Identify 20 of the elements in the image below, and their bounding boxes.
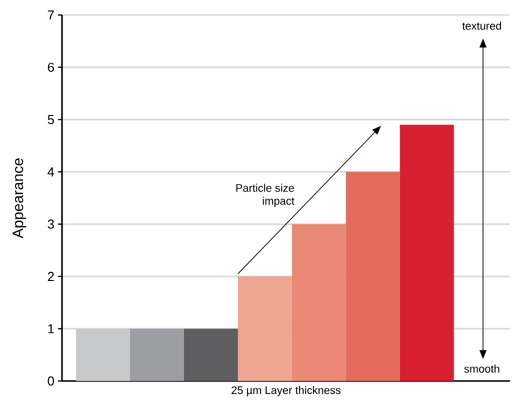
annotation: Particle size impact [236, 184, 294, 207]
y-tick-label: 3 [48, 220, 54, 229]
y-tick-label: 4 [48, 167, 54, 176]
y-tick-label: 0 [48, 376, 54, 386]
bar [130, 328, 184, 381]
y-tick-label: 5 [48, 115, 54, 124]
bar [400, 124, 454, 381]
y-tick-label: 2 [48, 272, 54, 281]
y-axis-title: Appearance [12, 158, 26, 238]
bar [184, 328, 238, 381]
text: smooth [464, 364, 500, 373]
bar [346, 172, 400, 381]
bar [238, 276, 292, 381]
bar [76, 328, 130, 381]
bar [292, 224, 346, 381]
x-axis-title: 25 µm Layer thickness [232, 386, 341, 396]
y-tick-label: 1 [48, 324, 54, 334]
y-tick-label: 6 [48, 62, 54, 72]
text: textured [462, 22, 502, 30]
y-tick-label: 7 [48, 10, 54, 20]
